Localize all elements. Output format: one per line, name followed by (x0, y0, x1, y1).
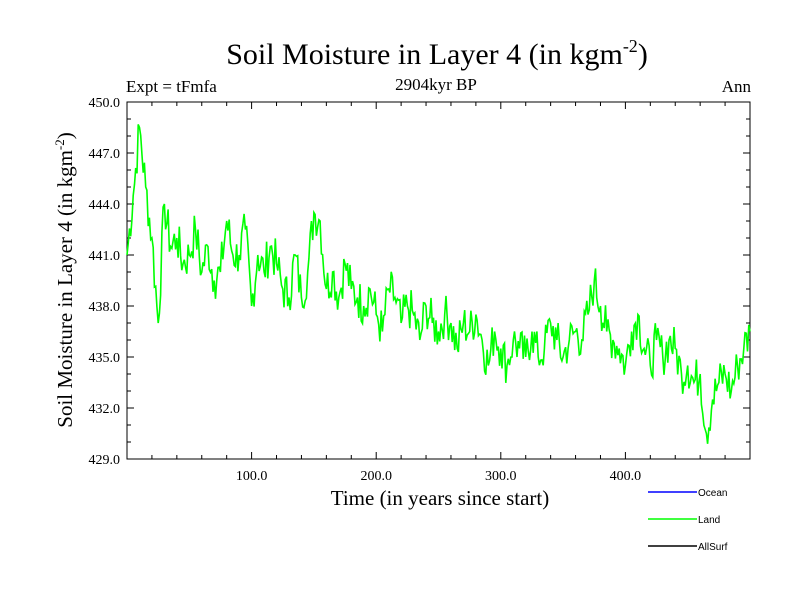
y-tick-label: 447.0 (89, 147, 121, 162)
legend: Ocean Land AllSurf (648, 488, 728, 553)
x-tick-label: 300.0 (485, 469, 517, 484)
y-tick-label: 438.0 (89, 300, 121, 315)
chart-title-superscript: -2 (623, 36, 638, 56)
y-axis-label-close: ) (53, 132, 77, 139)
y-tick-label: 444.0 (89, 198, 121, 213)
y-axis-label-text: Soil Moisture in Layer 4 (in kgm (53, 150, 77, 428)
y-tick-label: 432.0 (89, 402, 121, 417)
y-axis-label: Soil Moisture in Layer 4 (in kgm-2) (52, 132, 77, 427)
x-tick-label: 200.0 (360, 469, 392, 484)
y-axis-ticks: 429.0 432.0 435.0 438.0 441.0 444.0 447.0 450.0 (89, 96, 750, 468)
legend-label-allsurf: AllSurf (698, 542, 728, 553)
legend-label-ocean: Ocean (698, 488, 727, 499)
y-axis-label-superscript: -2 (52, 139, 67, 150)
x-axis-label: Time (in years since start) (331, 486, 550, 510)
y-tick-label: 429.0 (89, 453, 121, 468)
season-label: Ann (722, 77, 752, 96)
y-tick-label: 435.0 (89, 351, 121, 366)
chart-title: Soil Moisture in Layer 4 (in kgm-2) (226, 36, 648, 71)
y-tick-label: 441.0 (89, 249, 121, 264)
chart-title-close: ) (638, 38, 648, 71)
plot-area: 429.0 432.0 435.0 438.0 441.0 444.0 447.0 450.0… (89, 96, 751, 484)
x-tick-label: 100.0 (236, 469, 268, 484)
experiment-label: Expt = tFmfa (126, 77, 217, 96)
legend-label-land: Land (698, 515, 720, 526)
chart-title-text: Soil Moisture in Layer 4 (in kgm (226, 38, 623, 71)
plot-frame (126, 101, 751, 460)
series-land-line (126, 124, 751, 444)
x-tick-label: 400.0 (610, 469, 642, 484)
x-axis-ticks: 100.0 200.0 300.0 400.0 (151, 102, 726, 484)
chart-subtitle: 2904kyr BP (395, 75, 477, 94)
y-tick-label: 450.0 (89, 96, 121, 111)
